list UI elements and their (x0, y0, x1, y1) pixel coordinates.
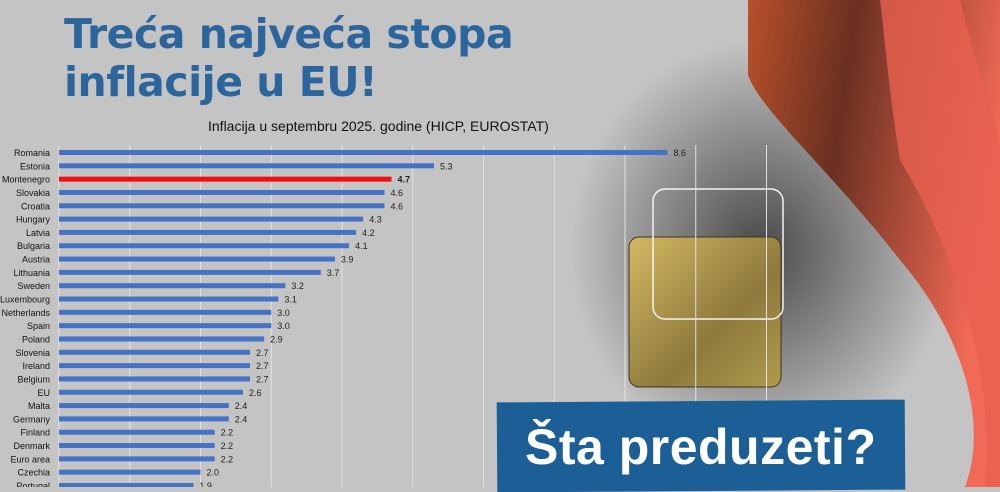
value-label: 3.1 (284, 295, 297, 305)
value-label: 4.1 (355, 241, 368, 251)
category-label: Latvia (26, 228, 50, 238)
value-label: 2.2 (221, 454, 234, 464)
value-label: 2.9 (270, 334, 283, 344)
category-label: Euro area (10, 454, 50, 464)
value-label: 2.2 (221, 428, 234, 438)
category-label: Austria (22, 255, 50, 265)
title-line-1: Treća najveća stopa (64, 10, 514, 58)
bar-belgium (59, 376, 251, 382)
value-label: 2.4 (235, 401, 248, 411)
category-label: Estonia (20, 161, 50, 171)
bar-slovakia (59, 189, 385, 195)
category-label: Netherlands (1, 308, 50, 318)
chart-title: Inflacija u septembru 2025. godine (HICP… (208, 118, 549, 134)
banner-text: Šta preduzeti? (525, 419, 877, 475)
bar-austria (59, 256, 335, 262)
page-title: Treća najveća stopa inflacije u EU! (64, 10, 514, 106)
value-label: 3.9 (341, 255, 354, 265)
outline-square (652, 188, 784, 320)
category-label: Denmark (13, 441, 50, 451)
category-label: Malta (28, 401, 50, 411)
value-label: 2.0 (207, 468, 220, 478)
bar-bulgaria (59, 243, 350, 249)
value-label: 3.0 (277, 321, 290, 331)
category-label: Spain (27, 321, 50, 331)
bar-eu (59, 389, 243, 395)
category-label: Croatia (21, 201, 50, 211)
value-label: 3.2 (291, 281, 304, 291)
category-label: Montenegro (2, 175, 50, 185)
value-label: 5.3 (440, 161, 453, 171)
value-label: 4.2 (362, 228, 375, 238)
category-label: Germany (13, 414, 51, 424)
bar-estonia (59, 163, 434, 169)
bar-portugal (59, 483, 194, 487)
bar-montenegro (59, 176, 392, 182)
category-label: Poland (22, 334, 50, 344)
bar-poland (59, 336, 265, 342)
bar-denmark (59, 443, 215, 449)
bar-lithuania (59, 269, 321, 275)
category-label: EU (37, 388, 50, 398)
bar-germany (59, 416, 229, 422)
category-label: Ireland (22, 361, 50, 371)
value-label: 2.6 (249, 388, 262, 398)
category-label: Lithuania (13, 268, 50, 278)
value-label: 4.7 (398, 175, 411, 185)
category-label: Luxembourg (0, 295, 50, 305)
gold-square (628, 236, 782, 388)
bar-slovenia (59, 349, 251, 355)
bar-latvia (59, 229, 357, 235)
value-label: 2.7 (256, 348, 269, 358)
value-label: 3.7 (327, 268, 340, 278)
category-label: Slovakia (16, 188, 50, 198)
value-label: 2.2 (221, 441, 234, 451)
bar-croatia (59, 203, 385, 209)
category-label: Finland (20, 428, 50, 438)
bar-malta (59, 403, 229, 409)
bar-ireland (59, 363, 251, 369)
value-label: 3.0 (277, 308, 290, 318)
value-label: 4.6 (390, 201, 403, 211)
category-label: Belgium (17, 374, 50, 384)
bar-romania (59, 150, 668, 155)
category-label: Hungary (16, 215, 51, 225)
value-label: 1.9 (199, 481, 212, 487)
category-label: Slovenia (15, 348, 50, 358)
value-label: 2.7 (256, 374, 269, 384)
bar-sweden (59, 283, 286, 289)
category-label: Sweden (17, 281, 50, 291)
ribbon-highlight (880, 0, 1000, 487)
bar-netherlands (59, 309, 272, 315)
bar-spain (59, 323, 272, 329)
value-label: 2.7 (256, 361, 269, 371)
value-label: 2.4 (235, 414, 248, 424)
bar-luxembourg (59, 296, 279, 302)
title-line-2: inflacije u EU! (64, 58, 378, 106)
value-label: 8.6 (673, 148, 686, 158)
value-label: 4.6 (390, 188, 403, 198)
bar-hungary (59, 216, 364, 222)
category-label: Portugal (16, 481, 50, 487)
category-label: Bulgaria (17, 241, 50, 251)
bar-czechia (59, 469, 201, 475)
category-label: Romania (14, 148, 50, 158)
bar-euro-area (59, 456, 215, 462)
value-label: 4.3 (369, 215, 382, 225)
bar-finland (59, 429, 215, 435)
category-label: Czechia (17, 468, 50, 478)
